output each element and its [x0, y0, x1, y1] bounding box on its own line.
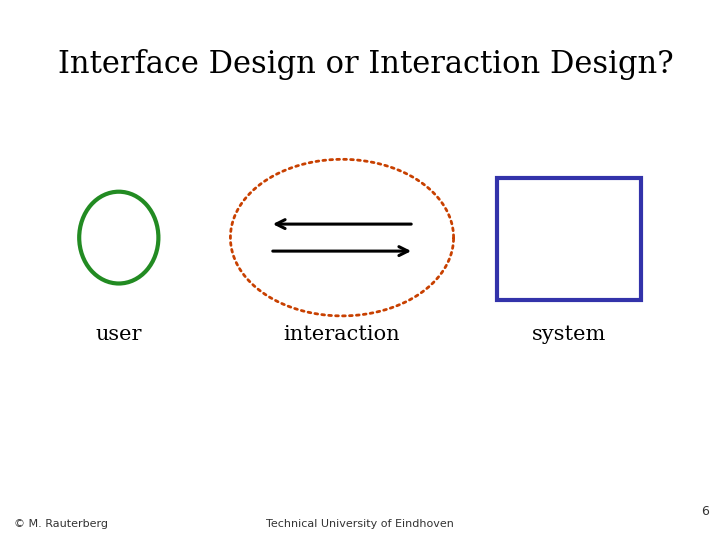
Text: 6: 6	[701, 505, 709, 518]
Text: © M. Rauterberg: © M. Rauterberg	[14, 519, 109, 529]
Text: interaction: interaction	[284, 325, 400, 345]
Text: Technical University of Eindhoven: Technical University of Eindhoven	[266, 519, 454, 529]
Text: user: user	[96, 325, 142, 345]
Text: Interface Design or Interaction Design?: Interface Design or Interaction Design?	[58, 49, 673, 79]
Bar	[497, 178, 641, 300]
Text: system: system	[531, 325, 606, 345]
